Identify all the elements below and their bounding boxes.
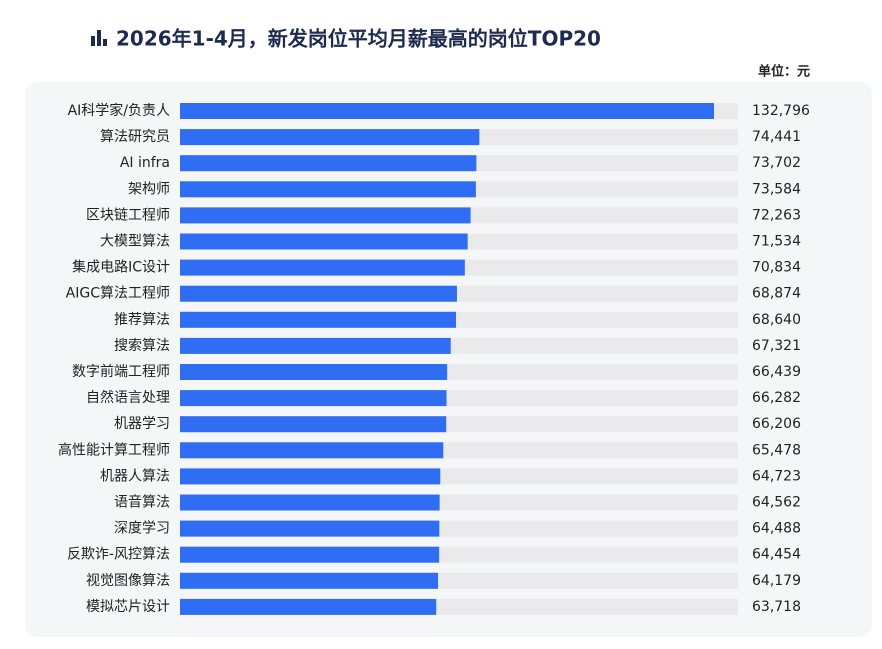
category-label: 集成电路IC设计 bbox=[72, 259, 170, 276]
value-label: 68,640 bbox=[752, 312, 801, 328]
category-label: AI infra bbox=[120, 155, 170, 171]
value-label: 66,282 bbox=[752, 390, 801, 406]
bar bbox=[180, 598, 437, 615]
chart-title: 2026年1-4月，新发岗位平均月薪最高的岗位TOP20 bbox=[116, 27, 601, 51]
category-label: 大模型算法 bbox=[100, 234, 170, 250]
category-label: 推荐算法 bbox=[114, 312, 170, 328]
bar bbox=[180, 468, 441, 485]
bar bbox=[180, 285, 457, 302]
category-label: 高性能计算工程师 bbox=[58, 441, 170, 458]
value-label: 67,321 bbox=[752, 338, 801, 354]
category-label: 区块链工程师 bbox=[86, 207, 170, 223]
category-label: 自然语言处理 bbox=[86, 389, 170, 406]
category-label: AI科学家/负责人 bbox=[68, 102, 170, 119]
bar bbox=[180, 207, 471, 224]
category-label: 反欺诈-风控算法 bbox=[67, 547, 170, 563]
bar bbox=[180, 364, 448, 380]
bar bbox=[180, 129, 480, 146]
category-label: 视觉图像算法 bbox=[86, 573, 170, 589]
value-label: 64,723 bbox=[752, 468, 801, 484]
category-label: 算法研究员 bbox=[100, 129, 170, 145]
category-label: AIGC算法工程师 bbox=[66, 286, 170, 302]
category-label: 模拟芯片设计 bbox=[86, 599, 170, 615]
bar bbox=[180, 390, 447, 407]
bar bbox=[180, 311, 457, 328]
value-label: 63,718 bbox=[752, 599, 801, 615]
bar bbox=[180, 181, 476, 198]
bar bbox=[180, 546, 440, 563]
value-label: 66,439 bbox=[752, 364, 801, 380]
category-label: 机器人算法 bbox=[100, 468, 170, 484]
value-label: 74,441 bbox=[752, 129, 801, 145]
value-label: 132,796 bbox=[752, 103, 810, 119]
category-label: 深度学习 bbox=[114, 521, 170, 537]
bar bbox=[180, 103, 714, 119]
bar bbox=[180, 259, 465, 276]
category-label: 搜索算法 bbox=[114, 337, 170, 354]
category-label: 架构师 bbox=[128, 181, 170, 197]
value-label: 71,534 bbox=[752, 234, 801, 250]
value-label: 72,263 bbox=[752, 207, 801, 223]
bar bbox=[180, 416, 447, 433]
value-label: 73,584 bbox=[752, 181, 801, 197]
value-label: 64,562 bbox=[752, 495, 801, 511]
value-label: 73,702 bbox=[752, 155, 801, 171]
value-label: 68,874 bbox=[752, 286, 801, 302]
unit-label: 单位：元 bbox=[758, 64, 810, 80]
bar bbox=[180, 442, 444, 459]
value-label: 66,206 bbox=[752, 416, 801, 432]
value-label: 64,179 bbox=[752, 573, 801, 589]
bar bbox=[180, 155, 477, 172]
bar bbox=[180, 337, 451, 354]
bar bbox=[180, 572, 439, 589]
category-label: 数字前端工程师 bbox=[72, 363, 170, 380]
value-label: 64,488 bbox=[752, 521, 801, 537]
title-icon bbox=[91, 30, 107, 46]
category-label: 机器学习 bbox=[114, 416, 170, 432]
bar bbox=[180, 520, 440, 537]
value-label: 70,834 bbox=[752, 260, 801, 276]
value-label: 65,478 bbox=[752, 442, 801, 458]
category-label: 语音算法 bbox=[114, 494, 170, 511]
bar bbox=[180, 233, 468, 250]
value-label: 64,454 bbox=[752, 547, 801, 563]
bar bbox=[180, 494, 440, 511]
